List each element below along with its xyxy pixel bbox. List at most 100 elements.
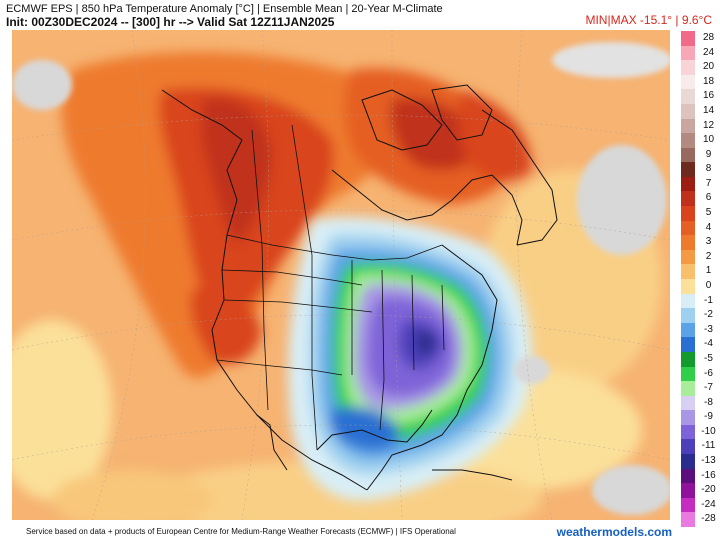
legend-row: -6: [681, 366, 720, 382]
map-title: ECMWF EPS | 850 hPa Temperature Anomaly …: [6, 3, 443, 15]
legend-label: 10: [702, 134, 715, 146]
anomaly-map: [12, 30, 670, 520]
legend-swatch: [681, 395, 695, 411]
legend-row: -3: [681, 322, 720, 338]
legend-swatch: [681, 162, 695, 177]
brand-link[interactable]: weathermodels.com: [556, 525, 672, 539]
legend-label: -6: [704, 367, 713, 379]
legend-label: -3: [704, 323, 713, 335]
legend-label: -4: [704, 338, 713, 350]
legend-label: 14: [702, 104, 715, 116]
legend-swatch: [681, 264, 695, 279]
legend-row: 28: [681, 31, 720, 46]
legend-row: -10: [681, 424, 720, 440]
graticule: [12, 30, 670, 520]
legend-label: 8: [705, 163, 712, 175]
legend-row: -13: [681, 454, 720, 469]
legend-row: 6: [681, 191, 720, 207]
legend-label: 28: [702, 32, 715, 43]
legend-row: 7: [681, 176, 720, 192]
legend-swatch: [681, 308, 695, 323]
warm-anomaly-regions: [61, 51, 532, 378]
legend-label: -20: [701, 484, 716, 496]
legend-swatch: [681, 206, 695, 221]
legend-swatch: [681, 249, 695, 265]
legend-row: 5: [681, 206, 720, 221]
legend-swatch: [681, 337, 695, 352]
legend-swatch: [681, 31, 695, 46]
legend-swatch: [681, 103, 695, 119]
legend-row: -9: [681, 410, 720, 425]
borders: [216, 124, 445, 451]
legend-swatch: [681, 497, 695, 513]
legend-swatch: [681, 45, 695, 61]
init-valid-time: Init: 00Z30DEC2024 -- [300] hr --> Valid…: [6, 15, 335, 29]
legend-swatch: [681, 468, 695, 484]
legend-swatch: [681, 410, 695, 425]
legend-label: -16: [701, 469, 716, 481]
legend-row: 4: [681, 220, 720, 236]
legend-label: -10: [701, 425, 716, 437]
legend-swatch: [681, 366, 695, 382]
anomaly-map-svg: [12, 30, 670, 520]
legend-label: 0: [705, 280, 712, 291]
legend-label: 7: [705, 177, 712, 189]
legend-label: 9: [705, 148, 712, 160]
legend-swatch: [681, 235, 695, 250]
legend-row: 8: [681, 162, 720, 177]
legend-row: 20: [681, 60, 720, 75]
legend-label: 1: [705, 265, 712, 277]
masked-regions: [12, 42, 670, 515]
legend-label: 12: [702, 119, 715, 131]
legend-label: 24: [702, 46, 715, 58]
legend-row: 2: [681, 249, 720, 265]
attribution: Service based on data + products of Euro…: [26, 527, 456, 536]
legend-label: -5: [704, 352, 713, 364]
legend-label: 5: [705, 207, 712, 219]
legend-swatch: [681, 454, 695, 469]
legend-row: -4: [681, 337, 720, 352]
legend-row: -1: [681, 293, 720, 309]
legend-swatch: [681, 483, 695, 498]
legend-label: 18: [702, 75, 715, 87]
legend-swatch: [681, 191, 695, 207]
legend-swatch: [681, 133, 695, 148]
legend-swatch: [681, 424, 695, 440]
legend-label: 16: [702, 90, 715, 102]
legend-swatch: [681, 147, 695, 163]
legend-row: -24: [681, 497, 720, 513]
legend-row: 18: [681, 74, 720, 90]
legend-swatch: [681, 74, 695, 90]
legend-row: -2: [681, 308, 720, 323]
legend-label: -13: [701, 455, 716, 467]
legend-swatch: [681, 439, 695, 455]
legend-row: 10: [681, 133, 720, 148]
legend-row: -11: [681, 439, 720, 455]
legend-swatch: [681, 118, 695, 134]
legend-label: -1: [704, 294, 713, 306]
legend-row: 24: [681, 45, 720, 61]
legend-swatch: [681, 220, 695, 236]
legend-row: -20: [681, 483, 720, 498]
legend-row: -7: [681, 381, 720, 396]
color-legend: 28 24 20 18 16 14 12 10 9 8 7 6 5 4 3 2 1 0 -1 -2 -3 -4 -5 -6 -7…: [681, 31, 720, 527]
legend-label: 2: [705, 250, 712, 262]
legend-swatch: [681, 176, 695, 192]
legend-label: -24: [701, 498, 716, 510]
legend-row: -28: [681, 512, 720, 527]
legend-swatch: [681, 293, 695, 309]
legend-row: -8: [681, 395, 720, 411]
legend-swatch: [681, 89, 695, 104]
legend-swatch: [681, 322, 695, 338]
legend-row: 0: [681, 279, 720, 294]
legend-row: 3: [681, 235, 720, 250]
legend-label: -28: [701, 513, 716, 525]
legend-row: 1: [681, 264, 720, 279]
cold-anomaly-regions: [288, 216, 532, 501]
legend-label: 3: [705, 236, 712, 248]
legend-label: -7: [704, 382, 713, 394]
legend-swatch: [681, 60, 695, 75]
legend-row: -5: [681, 351, 720, 367]
legend-row: 9: [681, 147, 720, 163]
legend-swatch: [681, 351, 695, 367]
